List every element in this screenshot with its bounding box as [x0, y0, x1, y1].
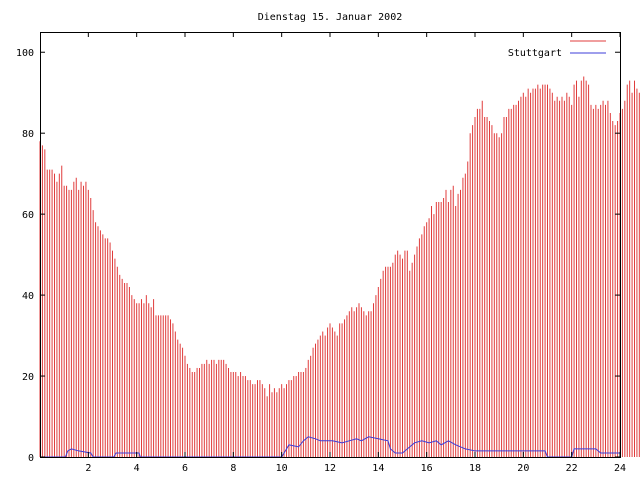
x-tick-label: 16 — [421, 463, 433, 474]
x-axis: 2 4 6 8 10 12 14 16 18 20 22 24 — [85, 32, 626, 474]
x-tick-label: 18 — [469, 463, 481, 474]
y-axis: 0 20 40 60 80 100 — [16, 48, 620, 464]
x-tick-label: 12 — [324, 463, 336, 474]
x-tick-label: 8 — [230, 463, 236, 474]
x-tick-label: 2 — [85, 463, 91, 474]
y-tick-label: 80 — [22, 129, 34, 140]
y-tick-label: 60 — [22, 210, 34, 221]
legend: Stuttgart — [508, 40, 606, 59]
series-line-stuttgart — [40, 436, 620, 458]
x-tick-label: 20 — [517, 463, 529, 474]
y-tick-label: 20 — [22, 372, 34, 383]
y-tick-label: 100 — [16, 48, 34, 59]
y-tick-label: 40 — [22, 291, 34, 302]
x-tick-label: 14 — [372, 463, 384, 474]
chart-title: Dienstag 15. Januar 2002 — [258, 12, 403, 23]
x-tick-label: 4 — [134, 463, 140, 474]
x-tick-label: 10 — [276, 463, 288, 474]
x-tick-label: 6 — [182, 463, 188, 474]
legend-label-stuttgart: Stuttgart — [508, 48, 562, 59]
impulse-series — [39, 76, 640, 457]
x-tick-label: 22 — [566, 463, 578, 474]
y-tick-label: 0 — [28, 453, 34, 464]
x-tick-label: 24 — [614, 463, 626, 474]
